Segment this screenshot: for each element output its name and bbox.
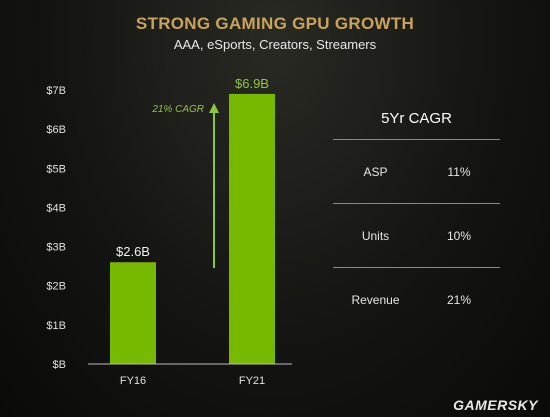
watermark: GAMERSKY (453, 397, 538, 413)
cagr-row-label: Units (361, 228, 390, 243)
bar-fy16 (110, 262, 156, 364)
x-axis-ticks: FY16 FY21 (120, 375, 265, 387)
x-tick-label: FY16 (120, 375, 146, 387)
y-tick-label: $1B (46, 320, 66, 332)
cagr-table: 5Yr CAGR ASP 11% Units 10% Revenue 21% (333, 110, 500, 331)
y-tick-label: $4B (46, 202, 66, 214)
cagr-row-asp: ASP 11% (333, 139, 500, 203)
data-labels: $2.6B $6.9B (116, 76, 269, 259)
cagr-table-title: 5Yr CAGR (381, 110, 452, 127)
y-tick-label: $3B (46, 242, 66, 254)
cagr-row-value: 11% (447, 164, 471, 179)
page-subtitle: AAA, eSports, Creators, Streamers (173, 37, 377, 52)
y-tick-label: $6B (46, 124, 66, 136)
page-title: STRONG GAMING GPU GROWTH (135, 14, 415, 33)
bars (110, 93, 275, 365)
y-tick-label: $7B (46, 85, 66, 97)
cagr-annotation: 21% CAGR (151, 103, 219, 268)
cagr-row-units: Units 10% (333, 203, 500, 267)
cagr-row-value: 21% (446, 292, 472, 307)
y-tick-label: $5B (46, 163, 66, 175)
data-label: $2.6B (116, 244, 150, 259)
y-tick-label: $B (53, 359, 66, 371)
cagr-annotation-label: 21% CAGR (151, 104, 204, 115)
data-label: $6.9B (235, 76, 269, 91)
bar-fy21 (229, 93, 275, 365)
y-axis-ticks: $B $1B $2B $3B $4B $5B $6B $7B (46, 85, 66, 371)
cagr-row-label: ASP (363, 164, 388, 179)
cagr-arrow-head-icon (209, 103, 219, 113)
x-tick-label: FY21 (239, 375, 265, 387)
cagr-row-revenue: Revenue 21% (333, 267, 500, 331)
cagr-row-label: Revenue (351, 292, 400, 307)
cagr-row-value: 10% (446, 228, 472, 243)
y-tick-label: $2B (46, 281, 66, 293)
